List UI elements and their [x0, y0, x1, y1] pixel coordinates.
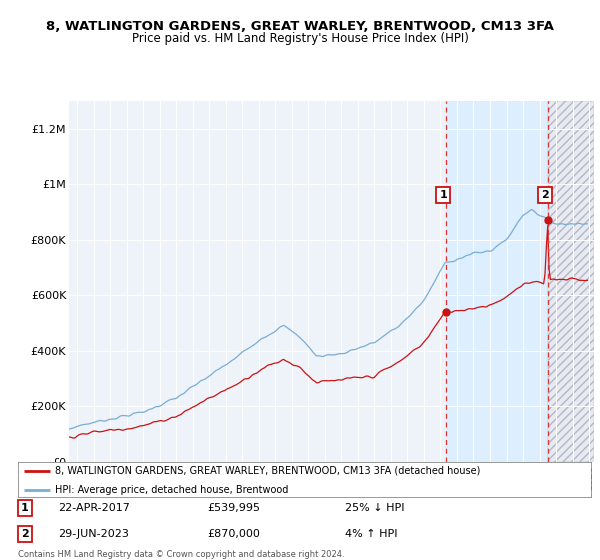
Text: 1: 1	[439, 190, 447, 200]
Text: 29-JUN-2023: 29-JUN-2023	[58, 529, 129, 539]
Text: 8, WATLINGTON GARDENS, GREAT WARLEY, BRENTWOOD, CM13 3FA (detached house): 8, WATLINGTON GARDENS, GREAT WARLEY, BRE…	[55, 466, 481, 476]
Text: 4% ↑ HPI: 4% ↑ HPI	[344, 529, 397, 539]
Text: Contains HM Land Registry data © Crown copyright and database right 2024.
This d: Contains HM Land Registry data © Crown c…	[18, 550, 344, 560]
Text: HPI: Average price, detached house, Brentwood: HPI: Average price, detached house, Bren…	[55, 484, 289, 494]
Bar	[446, 101, 548, 462]
Text: 8, WATLINGTON GARDENS, GREAT WARLEY, BRENTWOOD, CM13 3FA: 8, WATLINGTON GARDENS, GREAT WARLEY, BRE…	[46, 20, 554, 32]
Text: 1: 1	[21, 503, 29, 514]
Text: Price paid vs. HM Land Registry's House Price Index (HPI): Price paid vs. HM Land Registry's House …	[131, 32, 469, 45]
Text: 25% ↓ HPI: 25% ↓ HPI	[344, 503, 404, 514]
Bar	[548, 101, 594, 462]
Text: £870,000: £870,000	[207, 529, 260, 539]
Bar	[548, 101, 594, 462]
Text: 2: 2	[21, 529, 29, 539]
Text: 22-APR-2017: 22-APR-2017	[58, 503, 130, 514]
Text: 2: 2	[541, 190, 549, 200]
Text: £539,995: £539,995	[207, 503, 260, 514]
